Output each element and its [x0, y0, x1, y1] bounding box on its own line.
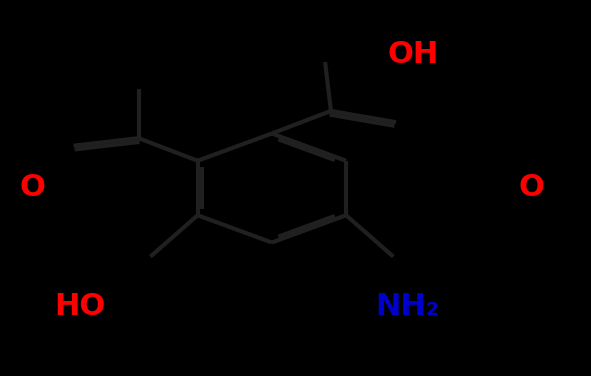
- Text: OH: OH: [387, 40, 439, 69]
- Text: HO: HO: [54, 292, 105, 321]
- Text: NH₂: NH₂: [376, 292, 440, 321]
- Text: O: O: [20, 173, 46, 203]
- Text: O: O: [519, 173, 545, 203]
